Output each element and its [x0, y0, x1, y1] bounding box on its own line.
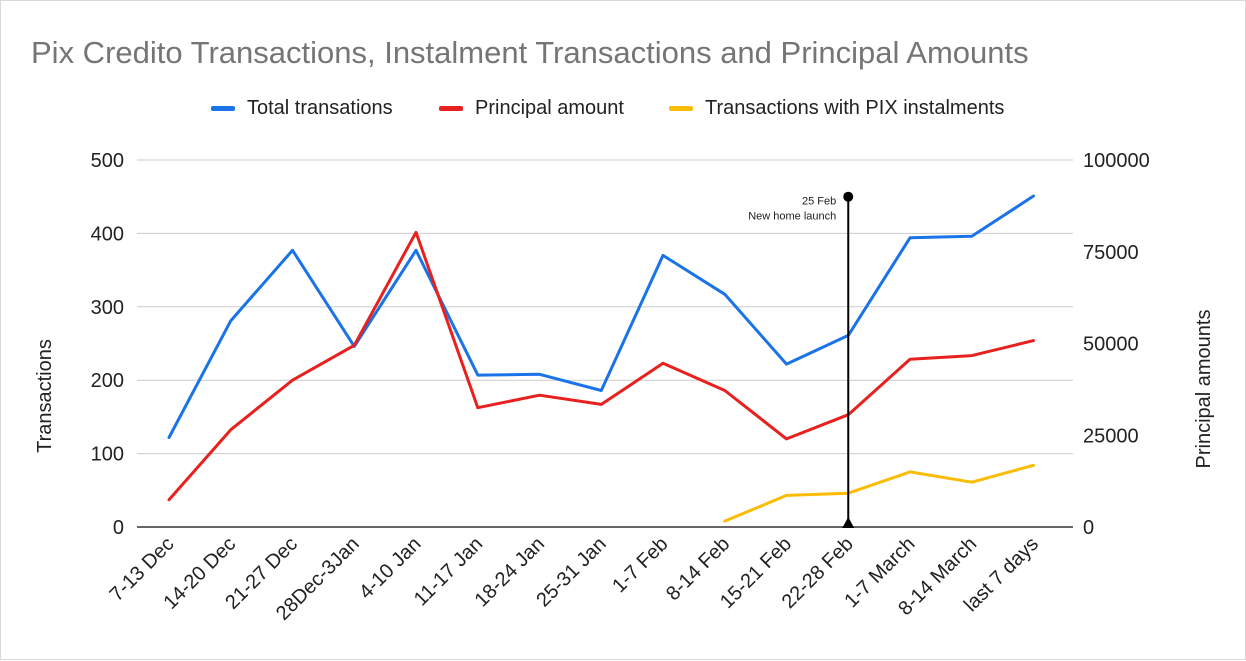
y-tick-label-left: 100 — [91, 444, 124, 466]
y-tick-label-right: 100000 — [1083, 150, 1150, 172]
legend-label: Total transations — [247, 97, 393, 119]
y-axis-title-left: Transactions — [34, 339, 56, 453]
y-tick-label-right: 0 — [1083, 517, 1094, 539]
legend-label: Principal amount — [475, 97, 624, 119]
y-tick-label-left: 0 — [113, 517, 124, 539]
legend-item-principal-amount: Principal amount — [439, 97, 624, 120]
legend-label: Transactions with PIX instalments — [705, 97, 1005, 119]
series-line-principal-amount — [167, 230, 1035, 502]
y-tick-label-right: 25000 — [1083, 425, 1139, 447]
annotation-label-text: New home launch — [748, 211, 836, 223]
legend-swatch-yellow — [669, 106, 693, 111]
legend-item-pix-instalments: Transactions with PIX instalments — [669, 97, 1004, 120]
legend-swatch-blue — [211, 106, 235, 111]
annotation-label-date: 25 Feb — [802, 196, 836, 208]
y-tick-label-left: 300 — [91, 297, 124, 319]
series-line-total-transactions — [167, 194, 1035, 439]
chart-title: Pix Credito Transactions, Instalment Tra… — [31, 35, 1029, 70]
y-tick-label-left: 400 — [91, 223, 124, 245]
y-tick-label-left: 200 — [91, 370, 124, 392]
legend-item-total-transactions: Total transations — [211, 97, 393, 120]
annotation-marker-top — [843, 191, 854, 202]
y-tick-label-right: 50000 — [1083, 334, 1139, 356]
series-line-pix-instalments — [723, 463, 1035, 523]
annotation-marker-bottom — [842, 517, 855, 528]
chart-legend: Total transations Principal amount Trans… — [1, 97, 1246, 127]
y-tick-label-right: 75000 — [1083, 242, 1139, 264]
legend-swatch-red — [439, 106, 463, 111]
y-tick-label-left: 500 — [91, 150, 124, 172]
y-axis-title-right: Principal amounts — [1193, 310, 1215, 469]
